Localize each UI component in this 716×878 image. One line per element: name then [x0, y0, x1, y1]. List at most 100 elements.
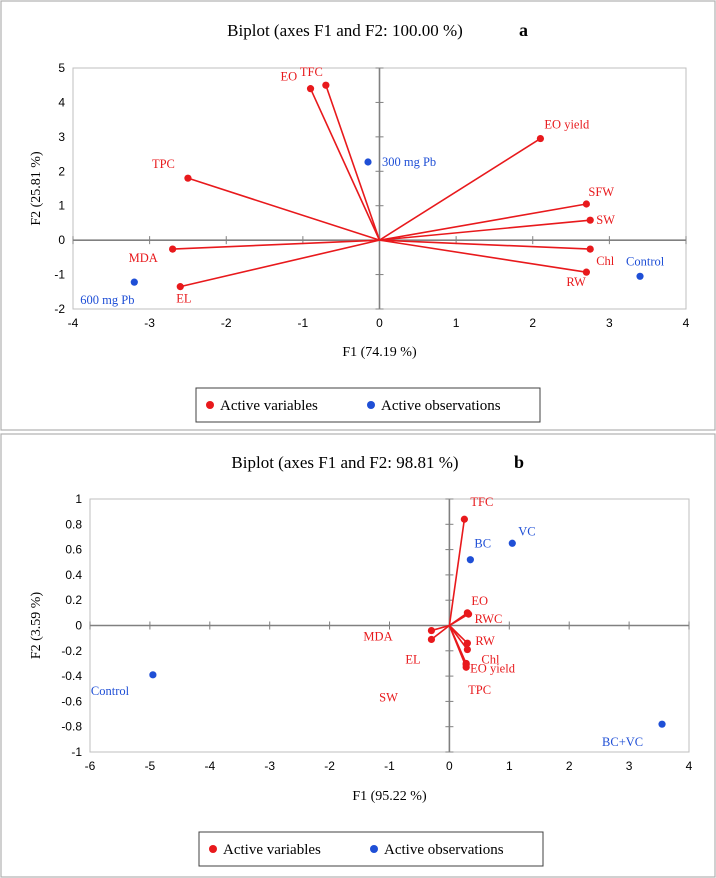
variable-vector-eo	[309, 88, 381, 241]
y-tick-label: 4	[58, 95, 65, 109]
variable-point-sw	[462, 661, 470, 669]
variable-vector-sw	[448, 625, 467, 666]
x-tick-label: 2	[566, 759, 573, 773]
variable-label-eo: EO	[471, 594, 488, 608]
x-tick-label: -4	[68, 316, 79, 330]
variable-label-rw: RW	[566, 275, 586, 289]
variable-vector-tfc	[325, 84, 381, 241]
biplot-panel-a: Biplot (axes F1 and F2: 100.00 %) a -4 -3 -2…	[0, 0, 716, 431]
y-tick-label: 0.6	[65, 543, 82, 557]
observation-label-control: Control	[91, 684, 130, 698]
variable-label-tpc: TPC	[468, 683, 491, 697]
variable-label-mda: MDA	[363, 630, 392, 644]
y-tick-label: -1	[71, 745, 82, 759]
observation-label-bc: BC	[474, 537, 491, 551]
variable-label-eo-yield: EO yield	[544, 118, 590, 132]
y-tick-label: 2	[58, 164, 65, 178]
x-tick-label: 2	[529, 316, 536, 330]
variable-label-sfw: SFW	[588, 185, 614, 199]
observation-label-300-mg-pb: 300 mg Pb	[382, 155, 436, 169]
y-tick-label: -0.4	[61, 669, 82, 683]
observation-point-bc-vc	[658, 720, 666, 728]
variable-label-el: EL	[176, 292, 191, 306]
legend-variable-marker	[206, 401, 214, 409]
observation-point-control	[636, 272, 644, 280]
y-tick-label: 1	[75, 492, 82, 506]
y-tick-label: 0	[75, 619, 82, 633]
y-tick-label: -0.8	[61, 720, 82, 734]
variable-label-sw: SW	[379, 691, 398, 705]
variable-label-tfc: TFC	[470, 495, 493, 509]
variable-vector-eo-yield	[379, 137, 541, 241]
y-tick-label: -2	[54, 302, 65, 316]
variable-vector-tfc	[448, 519, 466, 626]
panel-letter: a	[519, 20, 528, 40]
y-axis-title: F2 (3.59 %)	[29, 592, 44, 660]
variable-point-chl	[586, 245, 594, 253]
variable-vector-tpc	[187, 177, 380, 241]
variable-vector-sfw	[379, 203, 587, 241]
variable-point-tpc	[184, 174, 192, 182]
variable-point-sw	[586, 216, 594, 224]
variable-vector-mda	[172, 239, 380, 250]
panel-letter: b	[514, 452, 524, 472]
x-tick-label: 3	[606, 316, 613, 330]
variable-point-tfc	[322, 81, 330, 89]
y-tick-label: -1	[54, 268, 65, 282]
variable-vector-rw	[379, 239, 587, 273]
variable-point-mda	[169, 245, 177, 253]
observation-point-vc	[508, 539, 516, 547]
observation-label-bc-vc: BC+VC	[602, 735, 643, 749]
variable-point-rw	[582, 268, 590, 276]
variable-point-eo	[306, 85, 315, 93]
variable-label-tpc: TPC	[152, 157, 175, 171]
y-tick-label: 0.2	[65, 593, 82, 607]
y-tick-label: 0	[58, 233, 65, 247]
y-tick-label: 3	[58, 130, 65, 144]
legend-observation-label: Active observations	[384, 842, 504, 858]
chart-title: Biplot (axes F1 and F2: 98.81 %)	[231, 453, 458, 472]
x-tick-label: 1	[453, 316, 460, 330]
variable-label-chl: Chl	[596, 254, 615, 268]
legend-observation-marker	[370, 845, 378, 853]
x-tick-label: -2	[221, 316, 232, 330]
x-tick-label: -6	[85, 759, 96, 773]
x-axis-title: F1 (74.19 %)	[342, 345, 417, 360]
x-tick-label: 0	[376, 316, 383, 330]
y-axis-title: F2 (25.81 %)	[29, 151, 44, 226]
variable-label-eo: EO	[281, 70, 298, 84]
variable-label-tfc: TFC	[300, 65, 323, 79]
observation-label-control: Control	[626, 254, 665, 268]
legend-variable-label: Active variables	[223, 842, 321, 858]
legend-variable-marker	[209, 845, 217, 853]
variable-point-chl	[463, 645, 471, 654]
y-tick-label: -0.6	[61, 694, 82, 708]
variable-point-el	[176, 283, 184, 291]
x-tick-label: -2	[324, 759, 335, 773]
x-tick-label: -3	[144, 316, 155, 330]
x-tick-label: -1	[298, 316, 309, 330]
observation-point-bc	[466, 556, 474, 564]
variable-point-rw	[463, 639, 471, 647]
variable-vector-chl	[448, 625, 469, 651]
y-tick-label: -0.2	[61, 644, 82, 658]
variable-vector-el	[180, 239, 380, 288]
variable-label-eo-yield: EO yield	[470, 661, 516, 675]
variable-vector-rwc	[448, 613, 469, 627]
legend: Active variables Active observations	[198, 831, 544, 867]
variable-label-mda: MDA	[129, 251, 158, 265]
y-tick-label: 5	[58, 61, 65, 75]
x-axis-title: F1 (95.22 %)	[352, 789, 427, 804]
y-tick-label: 1	[58, 199, 65, 213]
observation-point-600-mg-pb	[130, 278, 138, 286]
x-tick-label: -1	[384, 759, 395, 773]
legend-observation-label: Active observations	[381, 398, 501, 414]
variable-label-chl: Chl	[481, 653, 500, 667]
chart-title: Biplot (axes F1 and F2: 100.00 %)	[227, 21, 463, 40]
variable-label-rwc: RWC	[475, 612, 503, 626]
y-tick-label: 0.4	[65, 568, 82, 582]
x-tick-label: 1	[506, 759, 513, 773]
variable-point-el	[427, 635, 436, 644]
x-tick-label: -4	[204, 759, 215, 773]
